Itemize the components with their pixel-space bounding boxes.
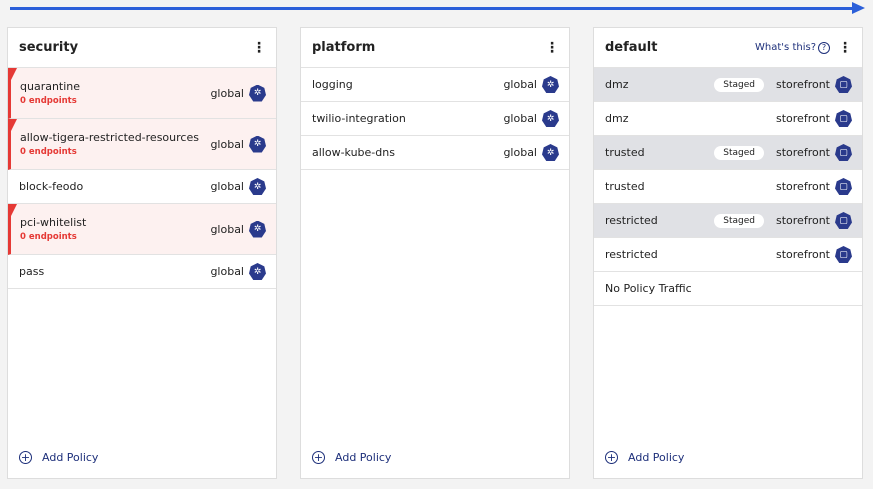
namespace-policy-icon: ▢	[835, 76, 852, 93]
endpoints-warning: 0 endpoints	[20, 232, 77, 242]
policy-name: restricted	[605, 248, 658, 261]
policy-name: pass	[19, 265, 45, 278]
global-policy-icon: ✲	[249, 178, 266, 195]
policy-row[interactable]: trusted Staged storefront ▢	[594, 136, 862, 170]
tier-header: security ⋮	[8, 28, 276, 68]
policy-row[interactable]: dmz storefront ▢	[594, 102, 862, 136]
policy-scope: storefront	[776, 112, 830, 125]
policy-name: trusted	[605, 180, 645, 193]
policy-name: allow-tigera-restricted-resources	[20, 131, 199, 144]
policy-scope: global	[210, 265, 244, 278]
policy-name: No Policy Traffic	[605, 282, 692, 295]
policy-name: dmz	[605, 112, 629, 125]
policy-row[interactable]: allow-tigera-restricted-resources 0 endp…	[8, 119, 276, 170]
policy-name: allow-kube-dns	[312, 146, 395, 159]
policy-row[interactable]: restricted storefront ▢	[594, 238, 862, 272]
tier-panel-security: security ⋮ quarantine 0 endpoints global…	[7, 27, 277, 479]
policy-scope: global	[503, 78, 537, 91]
kebab-menu-icon[interactable]: ⋮	[252, 39, 266, 56]
policy-scope: storefront	[776, 146, 830, 159]
staged-badge: Staged	[714, 145, 764, 160]
policy-scope: global	[210, 222, 244, 236]
global-policy-icon: ✲	[249, 220, 266, 238]
flow-arrow	[10, 7, 858, 10]
endpoints-warning: 0 endpoints	[20, 147, 77, 157]
policy-row[interactable]: pci-whitelist 0 endpoints global ✲	[8, 204, 276, 255]
policy-row[interactable]: trusted storefront ▢	[594, 170, 862, 204]
policy-name: pci-whitelist	[20, 216, 87, 229]
policy-row[interactable]: allow-kube-dns global ✲	[301, 136, 569, 170]
global-policy-icon: ✲	[542, 76, 559, 93]
staged-badge: Staged	[714, 213, 764, 228]
policy-row[interactable]: block-feodo global ✲	[8, 170, 276, 204]
plus-circle-icon: +	[19, 451, 32, 464]
global-policy-icon: ✲	[542, 110, 559, 127]
policy-row[interactable]: pass global ✲	[8, 255, 276, 289]
whats-this-link[interactable]: What's this??	[755, 41, 830, 54]
policy-row[interactable]: restricted Staged storefront ▢	[594, 204, 862, 238]
policy-scope: storefront	[776, 78, 830, 91]
add-policy-button[interactable]: + Add Policy	[605, 451, 685, 464]
kebab-menu-icon[interactable]: ⋮	[838, 39, 852, 56]
policy-scope: storefront	[776, 248, 830, 261]
policy-name: twilio-integration	[312, 112, 406, 125]
global-policy-icon: ✲	[249, 263, 266, 280]
policy-name: block-feodo	[19, 180, 84, 193]
policy-scope: global	[503, 146, 537, 159]
tier-header: default What's this?? ⋮	[594, 28, 862, 68]
policy-scope: storefront	[776, 180, 830, 193]
global-policy-icon: ✲	[249, 135, 266, 153]
policy-name: dmz	[605, 78, 629, 91]
add-policy-button[interactable]: + Add Policy	[312, 451, 392, 464]
plus-circle-icon: +	[605, 451, 618, 464]
namespace-policy-icon: ▢	[835, 246, 852, 263]
tier-title: default	[605, 40, 658, 55]
namespace-policy-icon: ▢	[835, 212, 852, 229]
tier-title: platform	[312, 40, 376, 55]
namespace-policy-icon: ▢	[835, 178, 852, 195]
policy-scope: global	[210, 86, 244, 100]
plus-circle-icon: +	[312, 451, 325, 464]
policy-name: logging	[312, 78, 353, 91]
arrow-head-icon	[852, 2, 865, 14]
help-icon: ?	[818, 41, 830, 54]
policy-row[interactable]: logging global ✲	[301, 68, 569, 102]
policy-scope: global	[210, 137, 244, 151]
policy-row[interactable]: No Policy Traffic	[594, 272, 862, 306]
staged-badge: Staged	[714, 77, 764, 92]
endpoints-warning: 0 endpoints	[20, 96, 77, 106]
add-policy-button[interactable]: + Add Policy	[19, 451, 99, 464]
tier-title: security	[19, 40, 79, 55]
tier-panel-platform: platform ⋮ logging global ✲ twilio-integr…	[300, 27, 570, 479]
global-policy-icon: ✲	[542, 144, 559, 161]
policy-row[interactable]: quarantine 0 endpoints global ✲	[8, 68, 276, 119]
policy-name: restricted	[605, 214, 658, 227]
kebab-menu-icon[interactable]: ⋮	[545, 39, 559, 56]
policy-row[interactable]: twilio-integration global ✲	[301, 102, 569, 136]
policy-scope: global	[503, 112, 537, 125]
namespace-policy-icon: ▢	[835, 110, 852, 127]
policy-name: quarantine	[20, 80, 81, 93]
policy-row[interactable]: dmz Staged storefront ▢	[594, 68, 862, 102]
policy-name: trusted	[605, 146, 645, 159]
tier-panel-default: default What's this?? ⋮ dmz Staged store…	[593, 27, 863, 479]
policy-scope: global	[210, 180, 244, 193]
global-policy-icon: ✲	[249, 84, 266, 102]
policy-scope: storefront	[776, 214, 830, 227]
tier-header: platform ⋮	[301, 28, 569, 68]
namespace-policy-icon: ▢	[835, 144, 852, 161]
